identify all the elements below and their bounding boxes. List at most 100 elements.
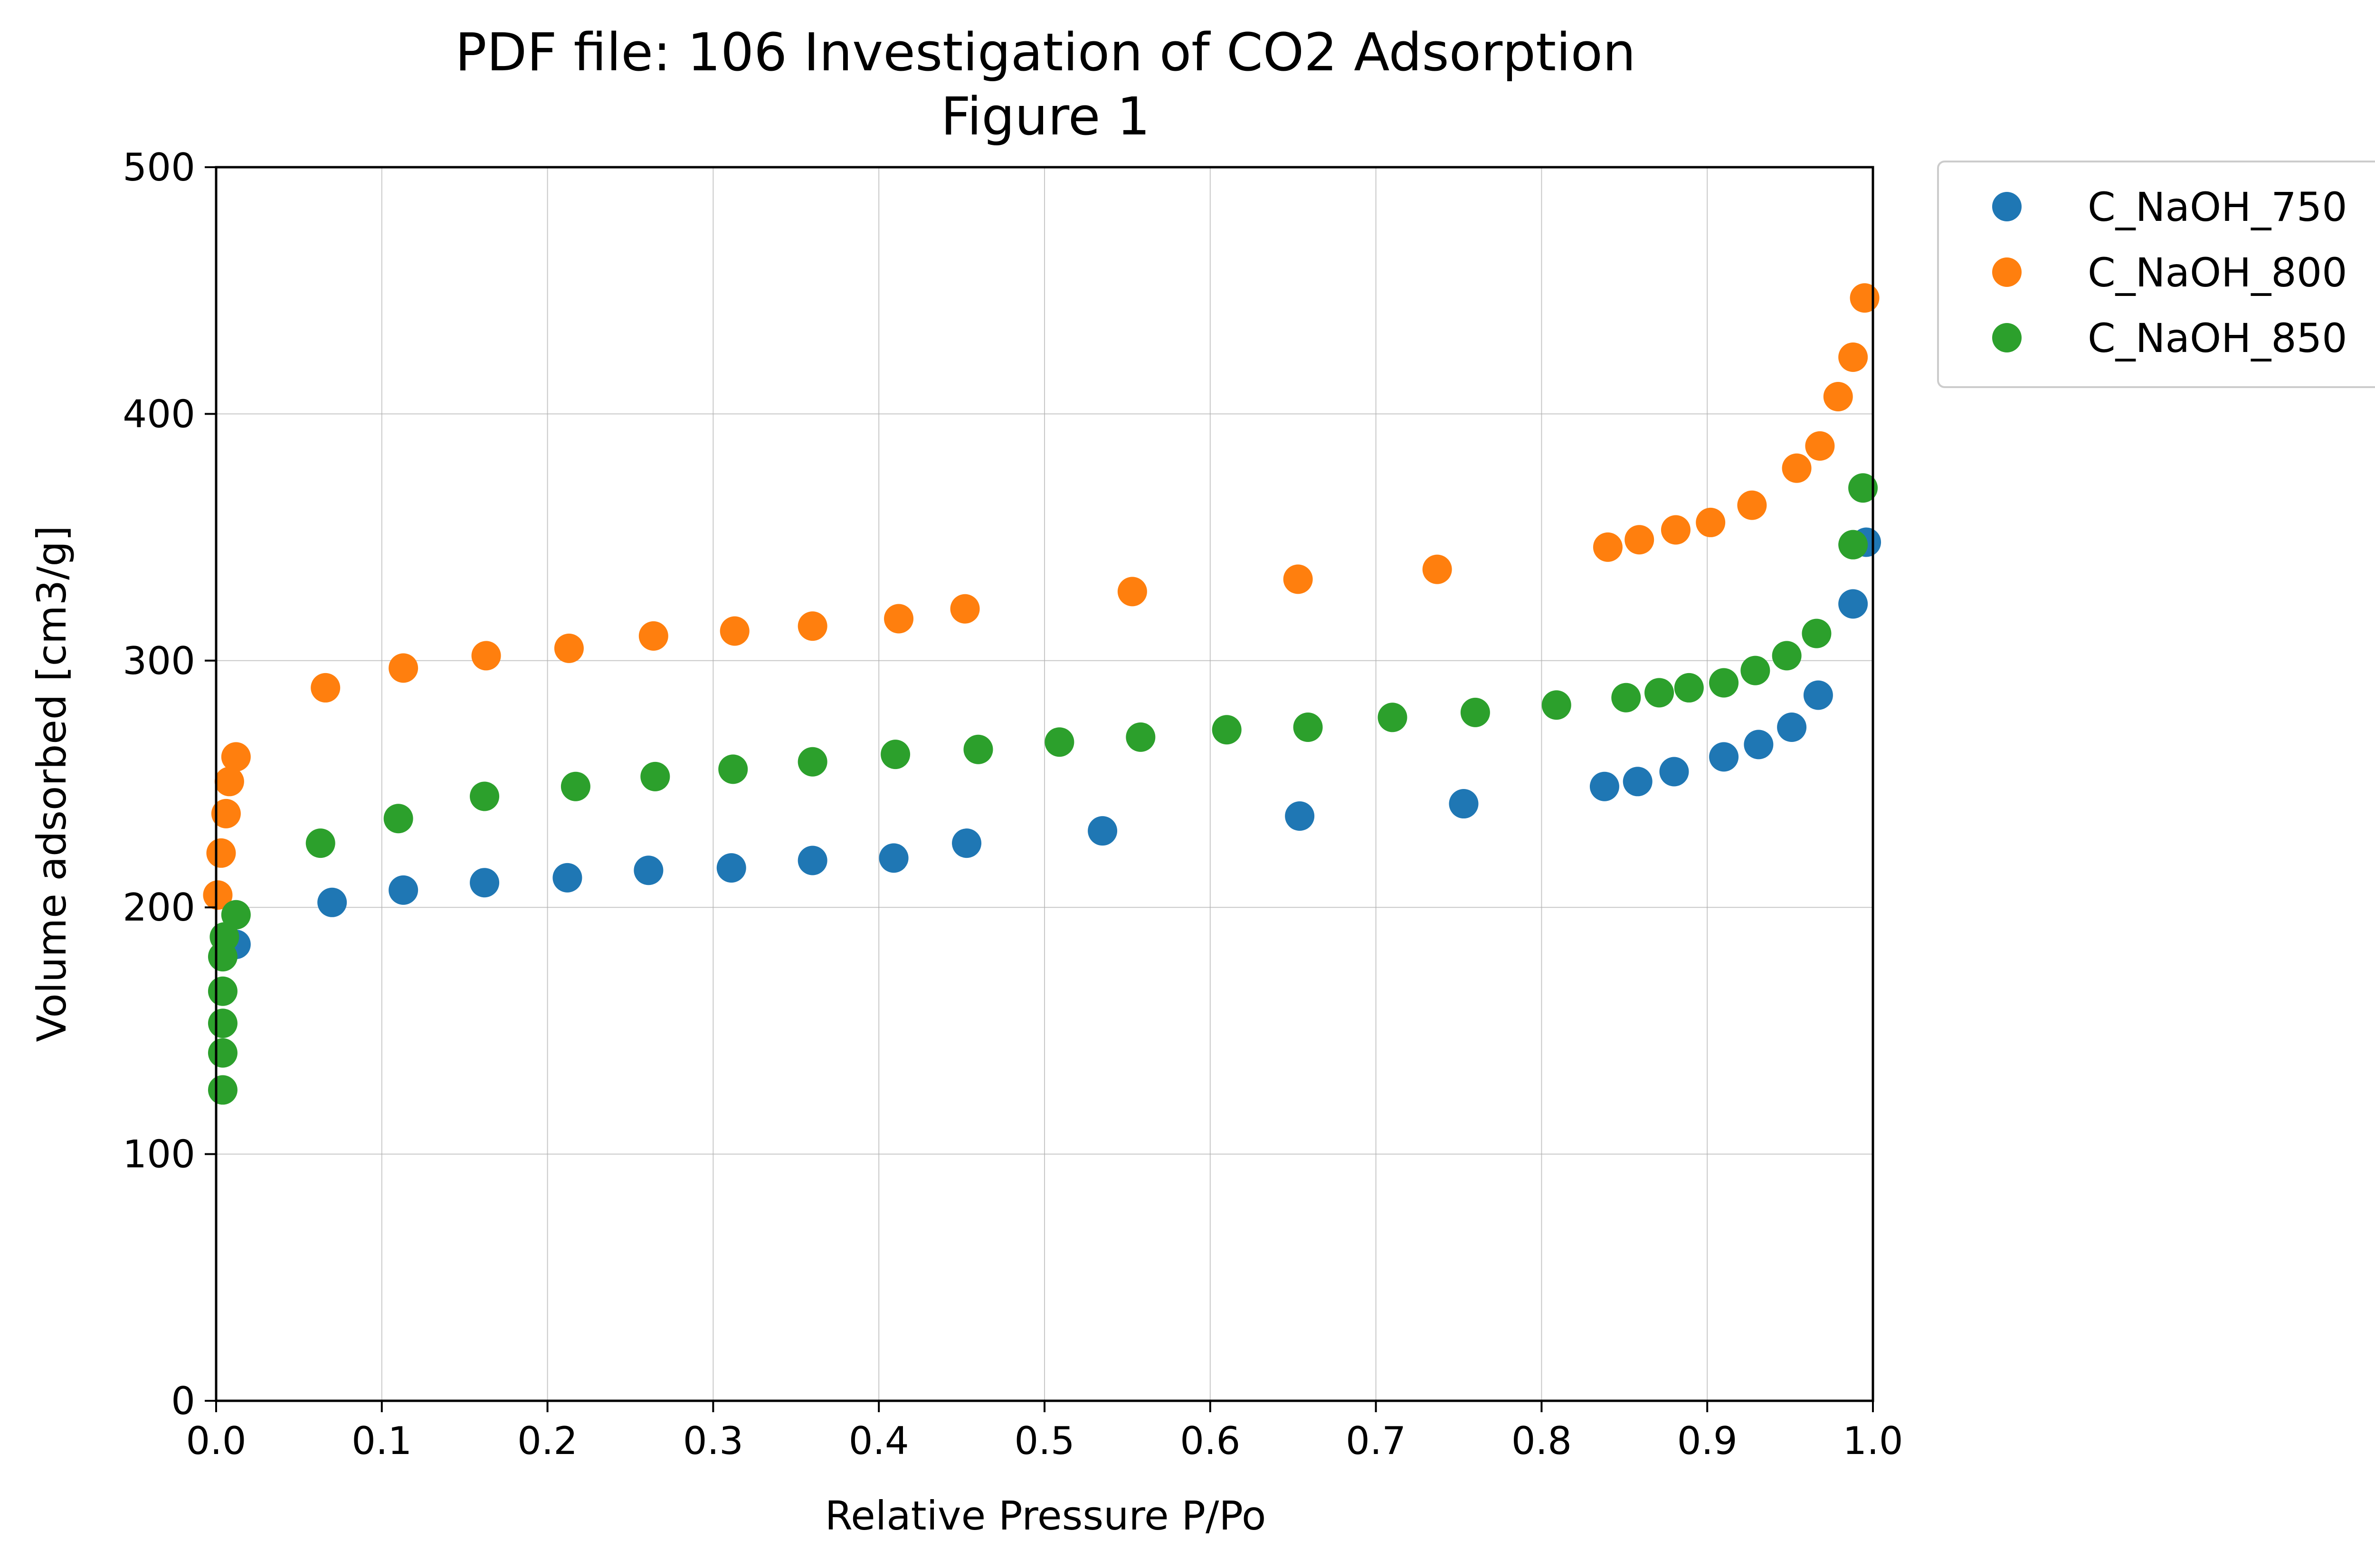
data-point <box>1422 554 1452 584</box>
legend: C_NaOH_750 C_NaOH_800 C_NaOH_850 <box>1937 161 2375 388</box>
data-point <box>1838 589 1868 619</box>
data-points <box>203 283 1881 1105</box>
data-point <box>206 838 236 868</box>
data-point <box>952 828 982 858</box>
x-tick-label: 0.0 <box>186 1419 246 1463</box>
data-point <box>1293 713 1323 742</box>
data-point <box>1283 564 1313 594</box>
data-point <box>383 804 413 834</box>
y-axis-label: Volume adsorbed [cm3/g] <box>28 525 75 1042</box>
data-point <box>1838 342 1868 372</box>
x-axis-label: Relative Pressure P/Po <box>825 1492 1266 1539</box>
data-point <box>1117 577 1147 607</box>
axes: 0.0 0.1 0.2 0.3 0.4 0.5 0.6 0.7 0.8 0.9 1.0 0 100 200… <box>123 145 1903 1463</box>
x-tick-label: 0.2 <box>517 1419 578 1463</box>
data-point <box>1823 382 1853 412</box>
data-point <box>716 853 746 883</box>
data-point <box>1378 703 1407 732</box>
data-point <box>1805 431 1835 461</box>
data-point <box>1541 690 1571 720</box>
data-point <box>1644 678 1674 708</box>
data-point <box>1285 801 1315 831</box>
data-point <box>470 781 500 811</box>
data-point <box>1782 453 1812 483</box>
legend-marker <box>1992 192 2022 221</box>
data-point <box>1850 283 1880 313</box>
y-tick-label: 500 <box>123 145 195 190</box>
data-point <box>208 1075 238 1105</box>
data-point <box>1744 730 1774 760</box>
data-point <box>470 868 500 898</box>
data-point <box>1838 530 1868 560</box>
y-tick-label: 400 <box>123 392 195 436</box>
data-point <box>798 747 827 777</box>
y-tick-label: 100 <box>123 1132 195 1177</box>
data-point <box>1848 473 1878 503</box>
data-point <box>471 641 501 671</box>
legend-marker <box>1992 257 2022 287</box>
data-point <box>1623 767 1653 797</box>
data-point <box>1777 713 1807 742</box>
legend-label: C_NaOH_750 <box>2088 184 2347 230</box>
data-point <box>720 616 750 646</box>
data-point <box>1460 697 1490 727</box>
x-tick-label: 0.7 <box>1346 1419 1406 1463</box>
x-tick-label: 0.8 <box>1511 1419 1572 1463</box>
data-point <box>1212 715 1242 745</box>
data-point <box>311 673 341 703</box>
series-group <box>208 473 1878 1105</box>
y-tick-label: 300 <box>123 639 195 683</box>
data-point <box>203 880 233 910</box>
data-point <box>1709 742 1739 772</box>
data-point <box>638 621 668 651</box>
series-group <box>203 283 1880 910</box>
data-point <box>1737 490 1767 520</box>
legend-label: C_NaOH_800 <box>2088 249 2347 296</box>
data-point <box>1802 618 1832 648</box>
data-point <box>221 742 251 772</box>
series-group <box>221 527 1881 960</box>
data-point <box>881 740 911 770</box>
data-point <box>389 875 418 905</box>
y-tick-label: 200 <box>123 885 195 930</box>
data-point <box>554 633 584 663</box>
data-point <box>560 771 590 801</box>
chart-title: PDF file: 106 Investigation of CO2 Adsor… <box>455 22 1635 83</box>
data-point <box>1709 668 1739 698</box>
data-point <box>718 754 748 784</box>
data-point <box>1589 771 1619 801</box>
data-point <box>1088 816 1118 846</box>
data-point <box>798 611 827 641</box>
data-point <box>1449 789 1479 819</box>
data-point <box>950 594 980 624</box>
data-point <box>1803 680 1833 710</box>
data-point <box>884 604 914 634</box>
data-point <box>211 798 241 828</box>
data-point <box>552 863 582 893</box>
data-point <box>963 734 993 764</box>
x-tick-label: 0.9 <box>1677 1419 1738 1463</box>
data-point <box>1696 507 1726 537</box>
data-point <box>1624 525 1654 555</box>
x-tick-label: 0.1 <box>352 1419 412 1463</box>
data-point <box>1659 757 1689 787</box>
chart-subtitle: Figure 1 <box>941 86 1150 147</box>
x-tick-label: 0.6 <box>1180 1419 1240 1463</box>
x-tick-label: 0.5 <box>1014 1419 1074 1463</box>
data-point <box>1674 673 1704 703</box>
data-point <box>305 828 335 858</box>
legend-box <box>1937 161 2375 388</box>
data-point <box>1772 641 1802 671</box>
legend-marker <box>1992 323 2022 352</box>
data-point <box>208 1008 238 1038</box>
x-tick-label: 1.0 <box>1843 1419 1903 1463</box>
data-point <box>634 855 664 885</box>
x-tick-label: 0.3 <box>683 1419 743 1463</box>
data-point <box>221 900 251 930</box>
data-point <box>1611 683 1641 713</box>
data-point <box>208 1038 238 1068</box>
data-point <box>214 767 244 797</box>
x-tick-label: 0.4 <box>849 1419 909 1463</box>
data-point <box>879 843 909 873</box>
